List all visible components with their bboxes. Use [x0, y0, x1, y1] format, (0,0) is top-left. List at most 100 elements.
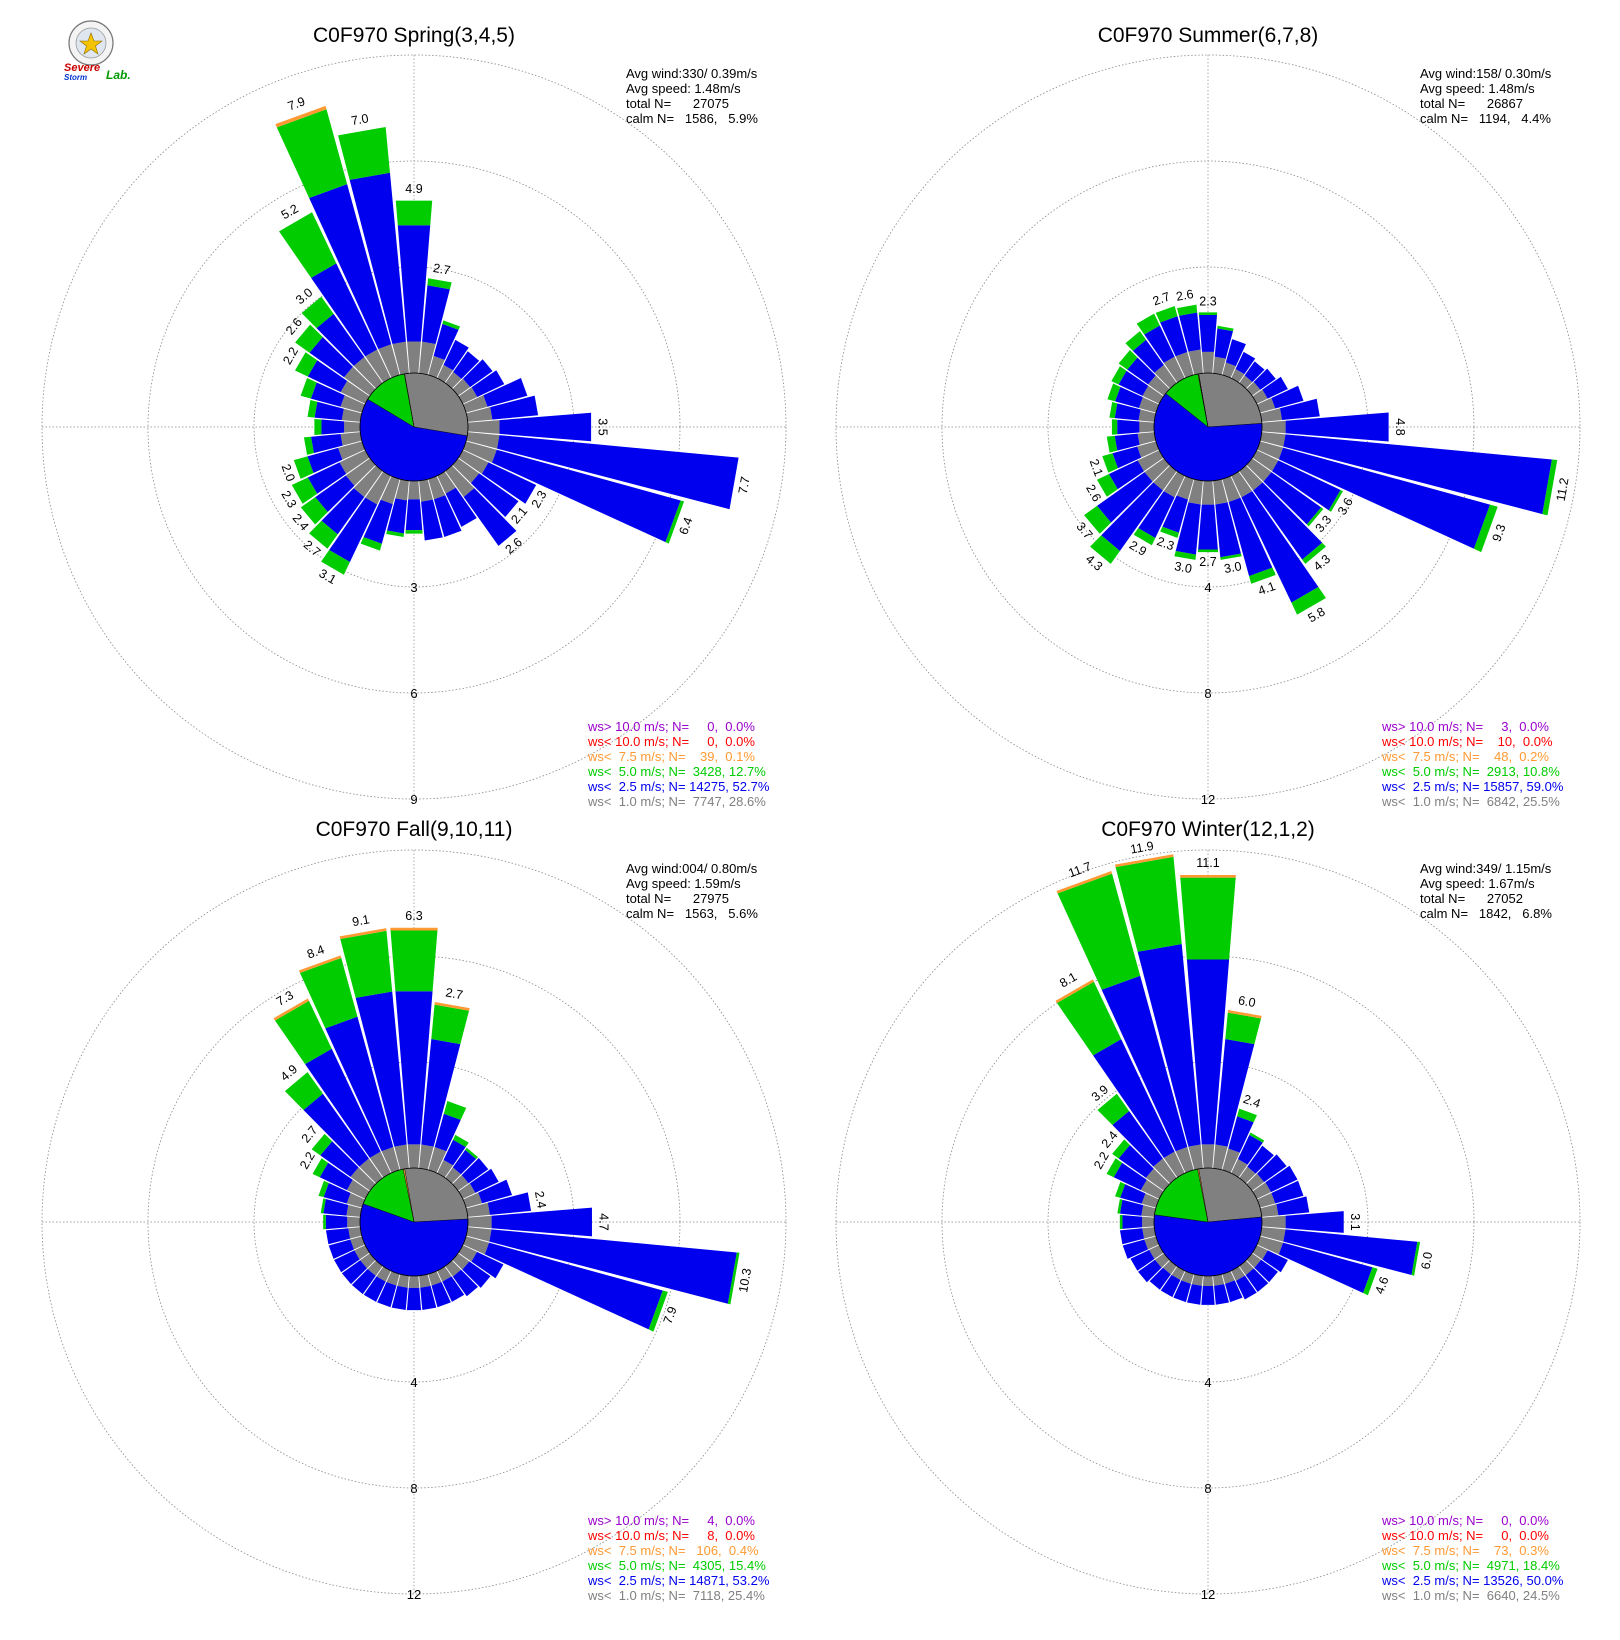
bar-value-label: 11.9: [1129, 839, 1155, 857]
bar-segment-lt1: [350, 1236, 365, 1250]
panel-title: C0F970 Summer(6,7,8): [1098, 24, 1319, 47]
bar-segment-lt5: [1107, 383, 1121, 402]
bar-value-label: 2.4: [1099, 1128, 1121, 1150]
legend-entry: ws< 1.0 m/s; N= 7118, 25.4%: [587, 1588, 765, 1603]
bar-segment-lt5: [405, 530, 423, 534]
bar-segment-lt5: [274, 1000, 332, 1065]
bar-segment-lt2-5: [1115, 386, 1143, 408]
bar-segment-lt1: [346, 1204, 362, 1217]
bar-segment-lt1: [466, 1202, 490, 1217]
bar-segment-lt5: [1174, 551, 1196, 560]
panel-title: C0F970 Winter(12,1,2): [1101, 818, 1315, 841]
bar-segment-lt5: [386, 530, 404, 538]
bar-segment-lt2-5: [471, 370, 505, 397]
legend-entry: ws< 2.5 m/s; N= 15857, 59.0%: [1381, 779, 1564, 794]
bar-segment-lt1: [452, 378, 471, 396]
legend-entry: ws> 10.0 m/s; N= 4, 0.0%: [587, 1513, 755, 1528]
bar-segment-lt1: [1137, 441, 1159, 458]
bar-value-label: 4.9: [278, 1062, 300, 1084]
bar-segment-lt1: [1246, 1253, 1262, 1268]
legend-entry: ws< 7.5 m/s; N= 39, 0.1%: [587, 749, 755, 764]
ring-label: 9: [410, 792, 417, 807]
bar-value-label: 6.0: [1419, 1251, 1436, 1271]
bar-segment-lt2-5: [1215, 1038, 1255, 1147]
bar-segment-lt2-5: [328, 1239, 354, 1259]
bar-segment-lt5: [301, 296, 334, 329]
legend-entry: ws> 10.0 m/s; N= 3, 0.0%: [1381, 719, 1549, 734]
bar-segment-lt1: [1149, 1245, 1164, 1259]
bar-segment-lt1: [445, 1167, 462, 1184]
bar-segment-lt2-5: [329, 497, 378, 562]
bar-segment-lt5: [453, 1134, 469, 1148]
bar-segment-lt2-5: [1138, 491, 1175, 539]
legend-entry: ws< 5.0 m/s; N= 2913, 10.8%: [1381, 764, 1560, 779]
bar-value-label: 7.3: [274, 988, 296, 1009]
bar-segment-lt5: [465, 1147, 478, 1160]
bar-segment-lt1: [381, 1146, 400, 1173]
bar-segment-lt5: [284, 1072, 323, 1110]
ring-label: 8: [1204, 686, 1211, 701]
bar-segment-lt1: [463, 441, 497, 463]
bar-segment-lt1: [1142, 1216, 1155, 1228]
stat-line: Avg speed: 1.48m/s: [1420, 81, 1535, 96]
bar-segment-lt2-5: [1149, 1267, 1171, 1290]
bar-value-label: 6.3: [405, 909, 422, 923]
bar-segment-lt1: [1213, 1144, 1228, 1170]
bar-segment-lt5: [323, 1214, 326, 1230]
bar-segment-lt1: [1163, 356, 1185, 383]
bar-segment-lt5: [1217, 325, 1234, 332]
bar-segment-lt2-5: [377, 1282, 397, 1308]
bar-segment-lt2-5: [462, 1261, 491, 1288]
legend-entry: ws< 10.0 m/s; N= 0, 0.0%: [587, 734, 755, 749]
bar-segment-lt2-5: [1119, 1199, 1144, 1216]
bar-segment-lt7-5: [1114, 854, 1174, 868]
bar-segment-lt1: [408, 480, 420, 500]
bar-segment-lt5: [299, 957, 358, 1029]
bar-segment-lt2-5: [499, 412, 592, 442]
bar-segment-lt5: [311, 1133, 333, 1156]
bar-segment-lt2-5: [445, 487, 477, 527]
bar-segment-lt1: [340, 380, 370, 404]
bar-segment-lt5: [1225, 1012, 1262, 1045]
bar-segment-lt1: [419, 341, 436, 375]
bar-segment-lt5: [300, 497, 328, 525]
bar-segment-lt2-5: [1280, 398, 1320, 420]
bar-value-label: 2.7: [1151, 289, 1172, 308]
bar-segment-lt1: [1261, 420, 1286, 434]
bar-segment-lt2-5: [497, 435, 739, 510]
bar-segment-lt2-5: [1247, 1145, 1274, 1174]
legend-entry: ws< 7.5 m/s; N= 106, 0.4%: [587, 1543, 759, 1558]
bar-segment-lt5: [1112, 1139, 1130, 1159]
bar-segment-lt2-5: [443, 1139, 466, 1166]
bar-segment-lt1: [437, 364, 454, 383]
bar-segment-lt1: [1176, 476, 1194, 500]
bar-segment-lt1: [1163, 471, 1185, 498]
legend-entry: ws< 5.0 m/s; N= 4971, 18.4%: [1381, 1558, 1560, 1573]
bar-segment-lt2-5: [1120, 1184, 1146, 1204]
bar-segment-lt5: [1057, 873, 1141, 990]
bar-segment-lt5: [1109, 402, 1118, 419]
bar-segment-lt2-5: [1113, 1162, 1147, 1191]
bar-segment-lt2-5: [351, 1269, 376, 1295]
bar-segment-lt5: [1106, 435, 1118, 453]
bar-segment-lt2-5: [463, 359, 493, 388]
bar-segment-lt1: [428, 1146, 447, 1173]
bar-segment-lt2-5: [1271, 385, 1304, 409]
bar-segment-lt1: [392, 341, 409, 375]
bar-segment-lt1: [1154, 364, 1177, 389]
bar-segment-lt2-5: [1215, 502, 1241, 558]
bar-segment-lt2-5: [1162, 495, 1188, 533]
bar-segment-lt1: [338, 441, 365, 460]
bar-segment-lt1: [437, 471, 456, 494]
bar-segment-lt1: [348, 1227, 362, 1239]
bar-segment-lt5: [314, 418, 322, 436]
bar-value-label: 4.7: [596, 1213, 610, 1230]
ring-label: 8: [1204, 1481, 1211, 1496]
bar-segment-lt1: [1188, 1144, 1203, 1170]
panel-title: C0F970 Spring(3,4,5): [313, 24, 515, 47]
legend-entry: ws< 5.0 m/s; N= 4305, 15.4%: [587, 1558, 766, 1573]
bar-segment-lt2-5: [433, 495, 462, 537]
bar-segment-lt1: [344, 366, 376, 396]
bar-segment-lt2-5: [1262, 376, 1288, 399]
bar-segment-lt5: [1180, 877, 1236, 960]
